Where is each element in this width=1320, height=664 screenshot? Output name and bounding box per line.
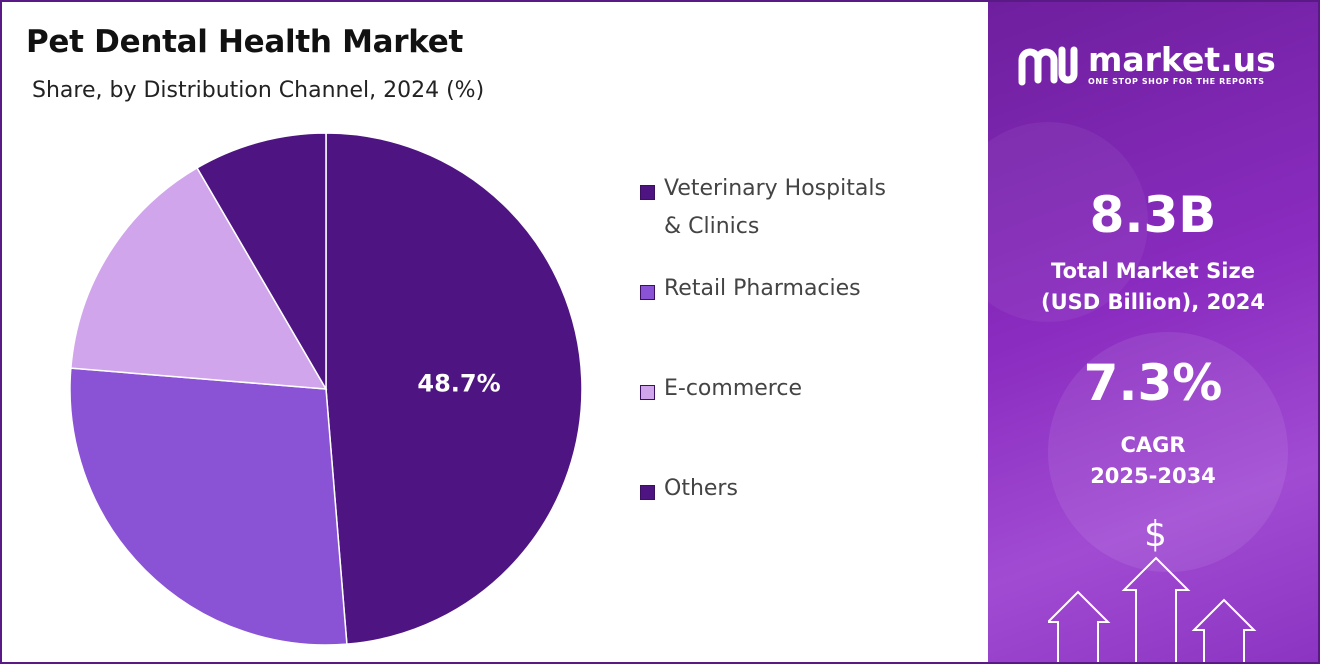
decorative-glow: [1048, 332, 1288, 572]
cagr-label-line1: CAGR: [1120, 433, 1186, 457]
legend-item-retail: Retail Pharmacies: [640, 276, 934, 308]
pie-slice-ecommerce: [70, 166, 328, 390]
stats-panel: market.us ONE STOP SHOP FOR THE REPORTS …: [988, 2, 1318, 662]
legend-item-others: Others: [640, 476, 934, 508]
market-size-stat: 8.3B: [988, 186, 1318, 244]
pie-slice-veterinary: [325, 132, 583, 645]
market-size-label-line2: (USD Billion), 2024: [1040, 290, 1266, 314]
cagr-label: CAGR 2025-2034: [988, 430, 1318, 492]
legend-label-others: Others: [664, 476, 738, 501]
pie-slice-retail: [69, 367, 348, 646]
cagr-value: 7.3%: [1083, 354, 1223, 412]
chart-panel: Pet Dental Health Market Share, by Distr…: [2, 2, 988, 662]
market-size-value: 8.3B: [1089, 186, 1217, 244]
legend-item-veterinary: Veterinary Hospitals & Clinics: [640, 176, 934, 246]
growth-arrows-icon: [1048, 556, 1257, 662]
pie-chart: 48.7%: [69, 132, 583, 646]
market-size-label-line1: Total Market Size: [1051, 259, 1255, 283]
legend-label-veterinary: Veterinary Hospitals & Clinics: [664, 170, 934, 246]
legend-item-ecommerce: E-commerce: [640, 376, 934, 408]
brand-tagline: ONE STOP SHOP FOR THE REPORTS: [1088, 76, 1265, 86]
dollar-icon: $: [1144, 514, 1167, 555]
legend-label-veterinary-line1: Veterinary Hospitals: [664, 176, 886, 201]
brand-name: market.us: [1088, 39, 1276, 79]
legend-swatch-others: [640, 485, 655, 500]
legend-label-retail: Retail Pharmacies: [664, 276, 861, 301]
data-label-veterinary: 48.7%: [417, 370, 500, 398]
legend-label-ecommerce: E-commerce: [664, 376, 802, 401]
cagr-label-line2: 2025-2034: [1090, 464, 1216, 488]
chart-subtitle: Share, by Distribution Channel, 2024 (%): [32, 78, 485, 103]
market-us-logo-icon: [1018, 46, 1078, 86]
pie-slice-others: [196, 132, 327, 392]
legend-label-veterinary-line2: & Clinics: [664, 214, 760, 239]
chart-title: Pet Dental Health Market: [26, 24, 464, 60]
brand-logo[interactable]: market.us ONE STOP SHOP FOR THE REPORTS: [1016, 40, 1276, 88]
market-size-label: Total Market Size (USD Billion), 2024: [988, 256, 1318, 318]
decorative-glow-secondary: [988, 122, 1148, 322]
legend-swatch-ecommerce: [640, 385, 655, 400]
legend-swatch-retail: [640, 285, 655, 300]
legend-swatch-veterinary: [640, 185, 655, 200]
cagr-stat: 7.3%: [988, 354, 1318, 412]
